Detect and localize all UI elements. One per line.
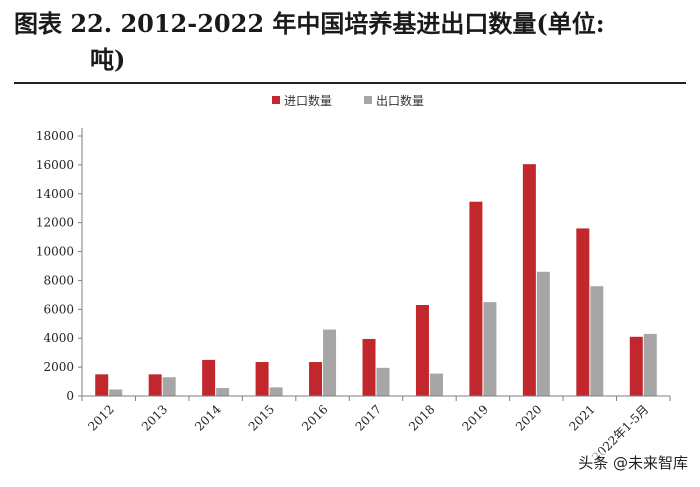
bar-export-2015 [269,387,283,396]
x-tick-label: 2018 [406,402,437,433]
y-tick-label: 10000 [36,245,74,259]
bar-export-2019 [483,302,497,396]
x-tick-label: 2012 [85,402,116,433]
bar-export-2021 [590,286,604,396]
bar-import-2013 [148,374,162,396]
bars [95,164,657,396]
y-tick-label: 4000 [43,331,74,345]
y-tick-label: 8000 [43,273,74,287]
chart-area: 进口数量 出口数量 0 2000 4000 6000 8000 10000 12000 1400… [20,88,696,468]
bar-import-2018 [415,305,429,396]
y-tick-label: 0 [66,389,74,403]
y-axis: 0 2000 4000 6000 8000 10000 12000 14000 16000 180… [36,128,83,403]
bar-export-2018 [429,373,443,396]
y-tick-label: 12000 [36,216,74,230]
bar-export-2022年1-5月 [643,333,657,396]
bar-import-2022年1-5月 [629,336,643,396]
y-tick-label: 18000 [36,129,74,143]
bar-import-2021 [576,228,590,396]
y-tick-label: 16000 [36,158,74,172]
x-tick-label: 2013 [139,402,170,433]
bar-import-2017 [362,338,376,396]
title-divider [14,82,686,84]
title-line-1: 图表 22. 2012-2022 年中国培养基进出口数量(单位: [14,9,605,38]
bar-export-2017 [376,367,390,396]
bar-export-2020 [536,271,550,396]
title-line-2: 吨) [90,45,126,74]
watermark: 头条 @未来智库 [578,452,688,473]
x-tick-label: 2019 [460,402,491,433]
x-tick-label: 2017 [353,402,384,433]
y-tick-label: 14000 [36,187,74,201]
bar-chart: 进口数量 出口数量 0 2000 4000 6000 8000 10000 12000 1400… [36,93,671,464]
bar-import-2019 [469,201,483,396]
x-tick-label: 2020 [513,402,544,433]
legend: 进口数量 出口数量 [272,93,424,108]
bar-export-2013 [162,377,176,396]
x-tick-label: 2016 [299,402,330,433]
bar-import-2015 [255,362,269,396]
bar-export-2012 [109,389,123,396]
bar-export-2016 [323,329,337,396]
x-tick-label: 2021 [566,402,597,433]
x-tick-label: 2015 [246,402,277,433]
legend-swatch-1 [364,96,372,104]
x-tick-label: 2014 [192,402,224,434]
legend-label-1: 出口数量 [376,93,424,108]
legend-label-0: 进口数量 [284,93,332,108]
y-tick-label: 6000 [43,302,74,316]
y-tick-label: 2000 [43,360,74,374]
bar-export-2014 [216,388,230,396]
chart-title: 图表 22. 2012-2022 年中国培养基进出口数量(单位: 吨) [14,6,690,78]
bar-import-2016 [309,362,323,396]
legend-swatch-0 [272,96,280,104]
bar-import-2014 [202,359,216,396]
bar-import-2012 [95,374,109,396]
bar-import-2020 [522,164,536,396]
